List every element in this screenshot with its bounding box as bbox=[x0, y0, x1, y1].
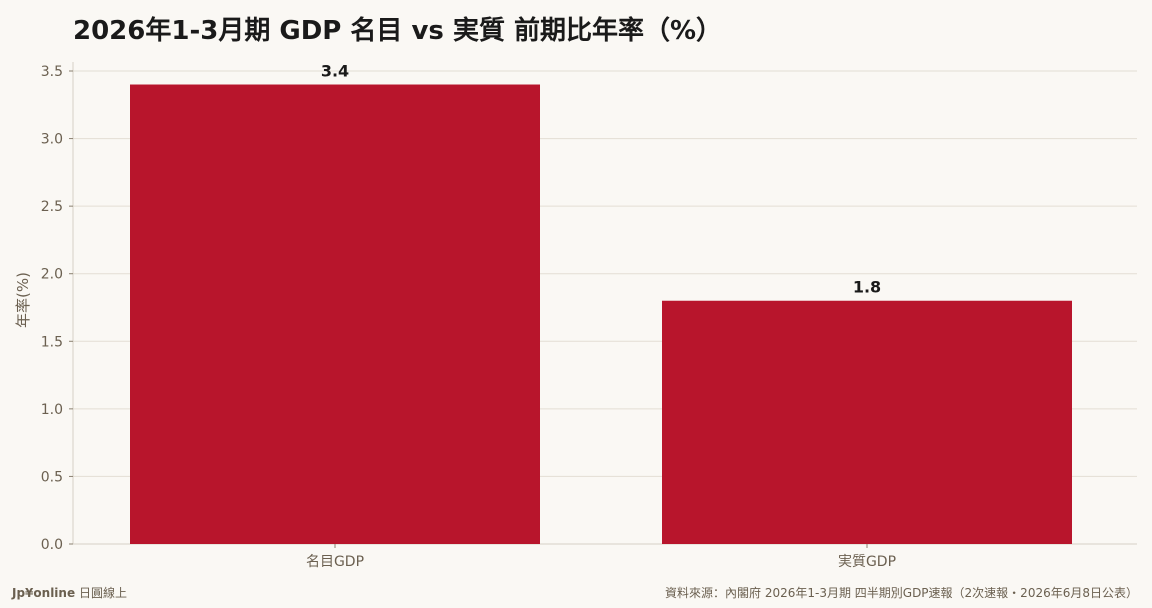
y-tick-label: 1.0 bbox=[41, 402, 63, 418]
y-tick-label: 3.0 bbox=[41, 132, 63, 148]
bar bbox=[662, 300, 1072, 544]
source-note: 資料來源：內閣府 2026年1-3月期 四半期別GDP速報（2次速報・2026年… bbox=[665, 586, 1138, 600]
chart-title: 2026年1-3月期 GDP 名目 vs 実質 前期比年率（%） bbox=[73, 16, 723, 46]
brand-name: Jp¥online bbox=[12, 586, 76, 600]
y-tick-label: 0.5 bbox=[41, 469, 63, 485]
y-axis-label: 年率(%) bbox=[14, 272, 32, 328]
brand-credit: Jp¥online 日圓線上 bbox=[12, 584, 127, 601]
y-tick-label: 1.5 bbox=[41, 334, 63, 350]
y-tick-label: 2.0 bbox=[41, 267, 63, 283]
brand-suffix: 日圓線上 bbox=[78, 586, 127, 600]
bar-value-label: 1.8 bbox=[853, 278, 881, 297]
bar-value-label: 3.4 bbox=[321, 62, 349, 81]
y-tick-label: 0.0 bbox=[41, 537, 63, 553]
bar bbox=[130, 84, 540, 544]
x-tick-label: 実質GDP bbox=[838, 554, 896, 570]
x-tick-label: 名目GDP bbox=[306, 554, 364, 570]
y-tick-label: 3.5 bbox=[41, 64, 63, 80]
y-tick-label: 2.5 bbox=[41, 199, 63, 215]
